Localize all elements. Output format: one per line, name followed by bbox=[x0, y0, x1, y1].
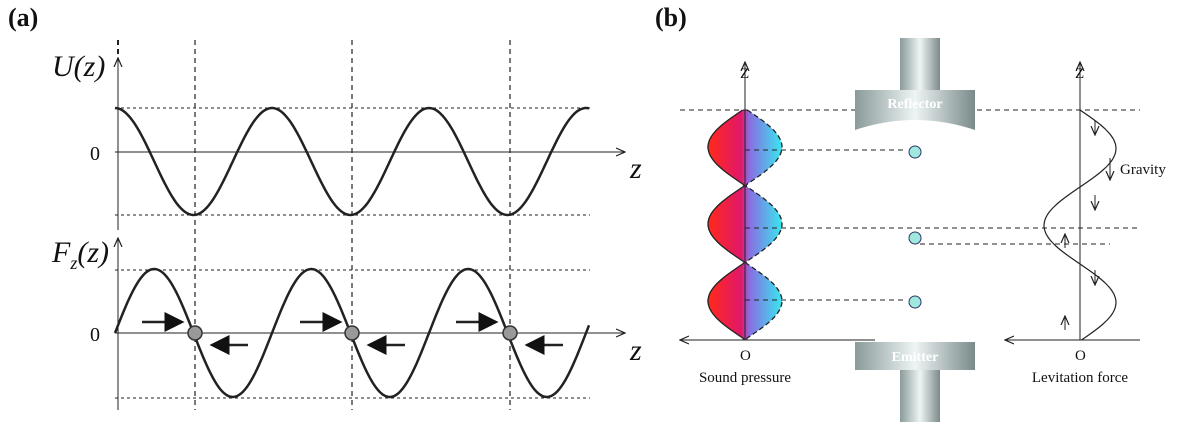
panel-b bbox=[680, 38, 1140, 422]
origin-label: O bbox=[1075, 348, 1086, 364]
panel-label: (b) bbox=[655, 3, 687, 32]
axis-label: Z bbox=[1075, 66, 1084, 82]
origin-label: O bbox=[740, 348, 751, 364]
panel-b-text: (b) Z O Sound pressure Reflector Emitter… bbox=[655, 3, 1166, 386]
reflector-label: Reflector bbox=[887, 97, 942, 112]
caption: Levitation force bbox=[1032, 370, 1129, 386]
panel-a bbox=[115, 40, 625, 410]
axis-label: z bbox=[629, 152, 642, 185]
axis-label: U(z) bbox=[52, 50, 105, 83]
emitter-label: Emitter bbox=[892, 350, 939, 365]
zero-label: 0 bbox=[90, 324, 100, 346]
axis-label: z bbox=[629, 334, 642, 367]
panel-label: (a) bbox=[8, 3, 38, 32]
zero-label: 0 bbox=[90, 143, 100, 165]
axis-label: Fz(z) bbox=[51, 236, 109, 273]
gravity-label: Gravity bbox=[1120, 162, 1166, 178]
panel-a-text: (a) U(z) 0 z Fz(z) 0 z bbox=[8, 3, 642, 367]
axis-label: Z bbox=[740, 66, 749, 82]
caption: Sound pressure bbox=[699, 370, 791, 386]
